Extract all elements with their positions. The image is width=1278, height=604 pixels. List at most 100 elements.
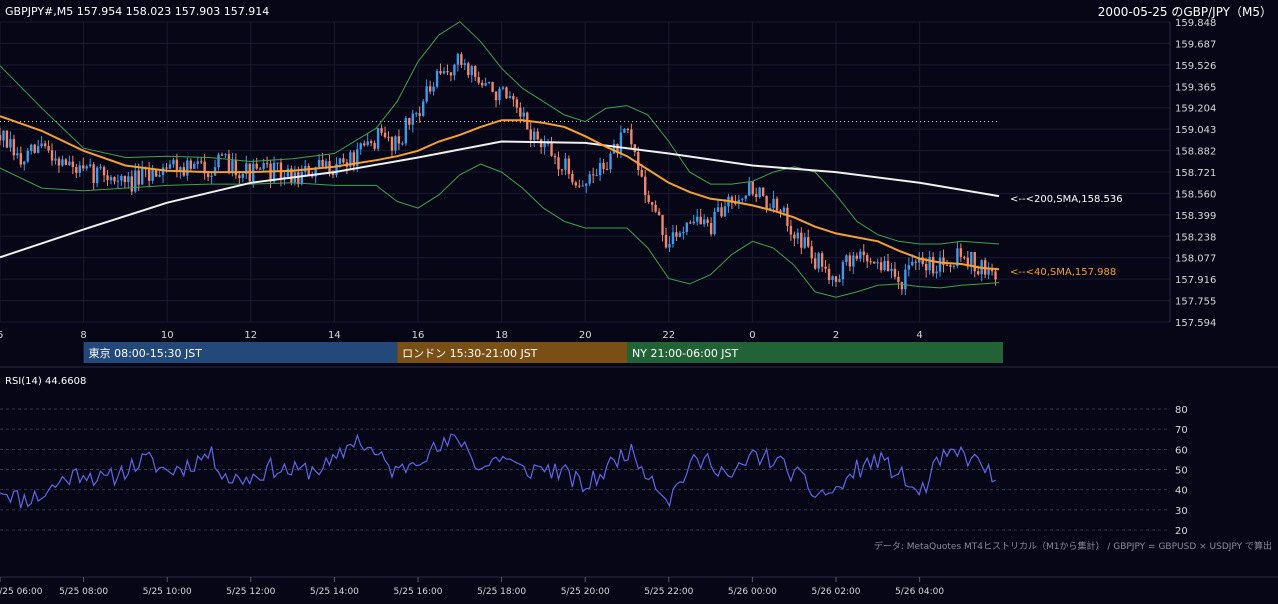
chart-title: 2000-05-25 のGBP/JPY（M5）: [1098, 5, 1272, 19]
candle-body-down: [352, 152, 356, 166]
candle-body-up: [151, 169, 154, 181]
candle-body-down: [369, 141, 373, 143]
candle-body-down: [924, 264, 928, 271]
candle-body-up: [300, 171, 303, 185]
hour-tick-label: 18: [495, 330, 508, 341]
candle-body-down: [12, 139, 16, 156]
candle-body-up: [116, 180, 120, 182]
candle-body-down: [512, 96, 515, 100]
candle-body-down: [363, 143, 366, 146]
candle-body-down: [154, 169, 158, 177]
candle-body-up: [841, 262, 845, 280]
candle-body-up: [782, 207, 786, 213]
price-tick-label: 158.721: [1175, 168, 1216, 179]
candle-body-up: [432, 86, 435, 92]
candle-body-down: [234, 160, 238, 176]
candle-body-up: [394, 136, 397, 151]
candle-body-down: [147, 169, 151, 181]
candle-body-down: [761, 187, 765, 196]
candle-body-down: [446, 71, 449, 73]
price-tick-label: 158.882: [1175, 147, 1216, 158]
candle-body-up: [196, 161, 199, 164]
candle-body-down: [755, 194, 758, 198]
price-tick-label: 159.043: [1175, 125, 1216, 136]
candle-body-down: [113, 177, 116, 182]
candle-body-down: [810, 246, 813, 259]
candle-body-down: [82, 165, 85, 169]
time-tick-label: 5/25 16:00: [393, 587, 442, 597]
candle-body-up: [928, 256, 931, 271]
candle-body-up: [498, 88, 501, 101]
candle-body-down: [387, 137, 390, 139]
hour-tick-label: 14: [328, 330, 341, 341]
hour-tick-label: 0: [749, 330, 755, 341]
time-tick-label: 5/26 02:00: [811, 587, 860, 597]
hour-tick-label: 10: [161, 330, 174, 341]
candle-body-up: [956, 248, 959, 266]
candle-body-down: [963, 256, 966, 258]
sma40-line: [0, 115, 1000, 271]
candle-body-down: [578, 185, 581, 187]
price-tick-label: 157.755: [1175, 297, 1216, 308]
candle-body-up: [127, 176, 130, 183]
rsi-tick-label: 70: [1175, 425, 1188, 436]
candle-body-down: [775, 198, 779, 211]
hour-tick-label: 4: [916, 330, 922, 341]
candle-body-up: [276, 162, 279, 164]
session-band-tokyo: [83, 342, 398, 363]
candle-body-up: [588, 174, 591, 184]
candle-body-up: [817, 253, 820, 269]
rsi-series: [0, 433, 996, 509]
candle-body-up: [404, 118, 408, 144]
candle-body-up: [95, 167, 99, 184]
candle-body-up: [109, 177, 113, 181]
time-axis: 5/25 06:00 5/25 08:00 5/25 10:00 5/25 12:00…: [0, 577, 944, 597]
price-tick-label: 159.687: [1175, 39, 1216, 50]
candle-body-up: [543, 143, 546, 148]
candle-body-up: [99, 167, 102, 169]
candle-body-down: [123, 175, 127, 183]
candle-body-up: [161, 167, 165, 176]
candle-body-up: [158, 175, 161, 177]
candle-body-up: [193, 163, 196, 169]
price-tick-label: 157.594: [1175, 318, 1216, 329]
sma200-label: <--<200,SMA,158.536: [1010, 194, 1123, 205]
candle-body-down: [307, 166, 310, 176]
candle-body-up: [470, 66, 473, 76]
candle-body-up: [918, 257, 921, 263]
candle-body-up: [245, 163, 248, 174]
candle-body-up: [723, 206, 727, 217]
candle-body-down: [494, 91, 498, 101]
candle-body-up: [484, 83, 487, 86]
price-tick-label: 159.526: [1175, 61, 1216, 72]
candle-body-down: [872, 261, 876, 264]
candle-body-down: [807, 237, 810, 247]
candle-body-down: [380, 128, 383, 133]
candle-body-down: [675, 232, 678, 237]
candle-body-up: [952, 265, 956, 267]
candle-body-up: [415, 113, 418, 115]
candle-body-down: [973, 251, 976, 272]
candle-body-down: [175, 159, 179, 172]
candle-body-down: [536, 131, 539, 140]
candle-body-down: [647, 195, 650, 203]
bollinger-lower: [0, 163, 1000, 298]
hour-tick-label: 22: [662, 330, 675, 341]
candle-body-up: [186, 160, 189, 176]
candle-body-down: [258, 168, 262, 170]
candle-body-down: [199, 161, 203, 163]
candle-body-up: [314, 167, 317, 177]
price-tick-label: 159.365: [1175, 82, 1216, 93]
candle-body-down: [886, 260, 890, 272]
time-tick-label: 5/25 14:00: [310, 587, 359, 597]
candle-body-up: [54, 158, 57, 161]
price-tick-label: 158.399: [1175, 211, 1216, 222]
candle-body-up: [522, 112, 525, 117]
candle-body-down: [897, 276, 900, 282]
candle-body-up: [772, 198, 775, 209]
price-axis: 159.848 159.687 159.526 159.365 159.204 159.0…: [1175, 18, 1216, 329]
candle-body-down: [529, 129, 532, 140]
candle-body-down: [33, 144, 36, 153]
candle-body-down: [460, 54, 463, 65]
candle-body-up: [224, 154, 227, 156]
